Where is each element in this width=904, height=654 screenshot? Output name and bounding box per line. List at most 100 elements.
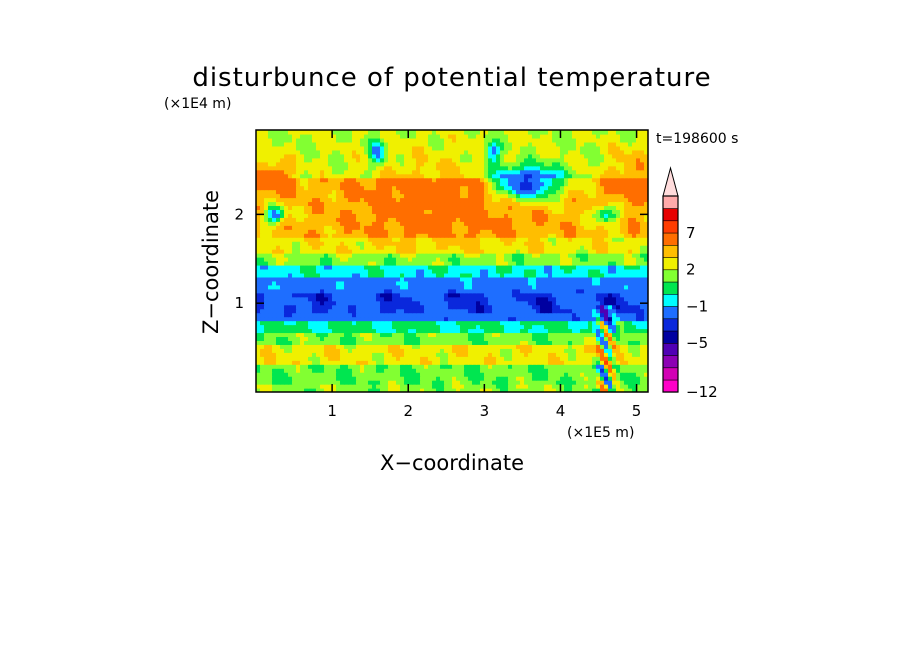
heatmap-cell (556, 312, 561, 318)
heatmap-cell (272, 284, 277, 290)
heatmap-cell (256, 340, 261, 345)
heatmap-cell (564, 376, 569, 381)
heatmap-cell (296, 312, 301, 318)
heatmap-cell (532, 352, 537, 357)
heatmap-cell (364, 253, 369, 258)
heatmap-cell (624, 253, 629, 258)
heatmap-cell (500, 209, 505, 214)
heatmap-cell (576, 288, 581, 294)
heatmap-cell (420, 245, 425, 250)
heatmap-cell (256, 288, 261, 294)
heatmap-cell (392, 348, 397, 353)
heatmap-cell (412, 376, 417, 381)
heatmap-cell (552, 272, 557, 278)
heatmap-cell (496, 241, 501, 246)
heatmap-cell (268, 384, 273, 389)
heatmap-cell (284, 388, 289, 392)
heatmap-cell (376, 257, 381, 262)
heatmap-cell (280, 245, 285, 250)
heatmap-cell (328, 332, 333, 338)
heatmap-cell (316, 340, 321, 345)
heatmap-cell (632, 312, 637, 318)
heatmap-cell (404, 344, 409, 349)
heatmap-cell (628, 308, 633, 314)
heatmap-cell (612, 360, 617, 365)
heatmap-cell (544, 221, 549, 226)
heatmap-cell (452, 360, 457, 365)
heatmap-cell (500, 197, 505, 203)
heatmap-cell (584, 372, 589, 377)
heatmap-cell (272, 360, 277, 365)
heatmap-cell (592, 308, 597, 314)
heatmap-cell (512, 189, 517, 195)
heatmap-cell (512, 201, 517, 207)
heatmap-cell (572, 368, 577, 373)
heatmap-cell (468, 217, 473, 222)
heatmap-cell (420, 296, 425, 302)
heatmap-cell (476, 264, 481, 270)
heatmap-cell (432, 308, 437, 314)
heatmap-cell (300, 388, 305, 392)
heatmap-cell (464, 348, 469, 353)
heatmap-cell (424, 268, 429, 274)
heatmap-cell (332, 221, 337, 226)
heatmap-cell (372, 276, 377, 282)
heatmap-cell (304, 336, 309, 341)
heatmap-cell (548, 205, 553, 210)
heatmap-cell (284, 320, 289, 326)
heatmap-cell (568, 348, 573, 353)
heatmap-cell (488, 356, 493, 361)
heatmap-cell (360, 300, 365, 306)
heatmap-cell (492, 332, 497, 338)
heatmap-cell (624, 388, 629, 392)
heatmap-cell (284, 376, 289, 381)
heatmap-cell (392, 189, 397, 195)
heatmap-cell (584, 332, 589, 338)
heatmap-cell (620, 217, 625, 222)
heatmap-cell (464, 352, 469, 357)
heatmap-cell (580, 225, 585, 230)
heatmap-cell (344, 233, 349, 238)
heatmap-cell (536, 276, 541, 282)
heatmap-cell (640, 245, 645, 250)
heatmap-cell (372, 268, 377, 274)
heatmap-cell (388, 201, 393, 207)
heatmap-cell (340, 245, 345, 250)
heatmap-cell (632, 304, 637, 310)
heatmap-cell (264, 241, 269, 246)
heatmap-cell (620, 352, 625, 357)
heatmap-cell (392, 380, 397, 385)
heatmap-cell (316, 284, 321, 290)
heatmap-cell (576, 213, 581, 218)
heatmap-cell (608, 356, 613, 361)
heatmap-cell (432, 376, 437, 381)
heatmap-cell (272, 197, 277, 203)
heatmap-cell (328, 209, 333, 214)
heatmap-cell (584, 245, 589, 250)
heatmap-cell (412, 292, 417, 298)
heatmap-cell (544, 225, 549, 230)
heatmap-cell (528, 336, 533, 341)
heatmap-cell (640, 205, 645, 210)
heatmap-cell (560, 340, 565, 345)
heatmap-cell (388, 237, 393, 242)
heatmap-cell (380, 380, 385, 385)
heatmap-cell (492, 300, 497, 306)
heatmap-cell (464, 360, 469, 365)
heatmap-cell (304, 292, 309, 298)
heatmap-cell (460, 201, 465, 207)
heatmap-cell (380, 360, 385, 365)
heatmap-cell (500, 348, 505, 353)
heatmap-cell (324, 241, 329, 246)
heatmap-cell (348, 340, 353, 345)
heatmap-cell (408, 336, 413, 341)
heatmap-cell (316, 380, 321, 385)
heatmap-cell (644, 217, 648, 222)
heatmap-cell (360, 253, 365, 258)
heatmap-cell (500, 368, 505, 373)
heatmap-cell (452, 304, 457, 310)
heatmap-cell (312, 261, 317, 266)
heatmap-cell (256, 193, 261, 199)
heatmap-cell (256, 296, 261, 302)
heatmap-cell (504, 320, 509, 326)
